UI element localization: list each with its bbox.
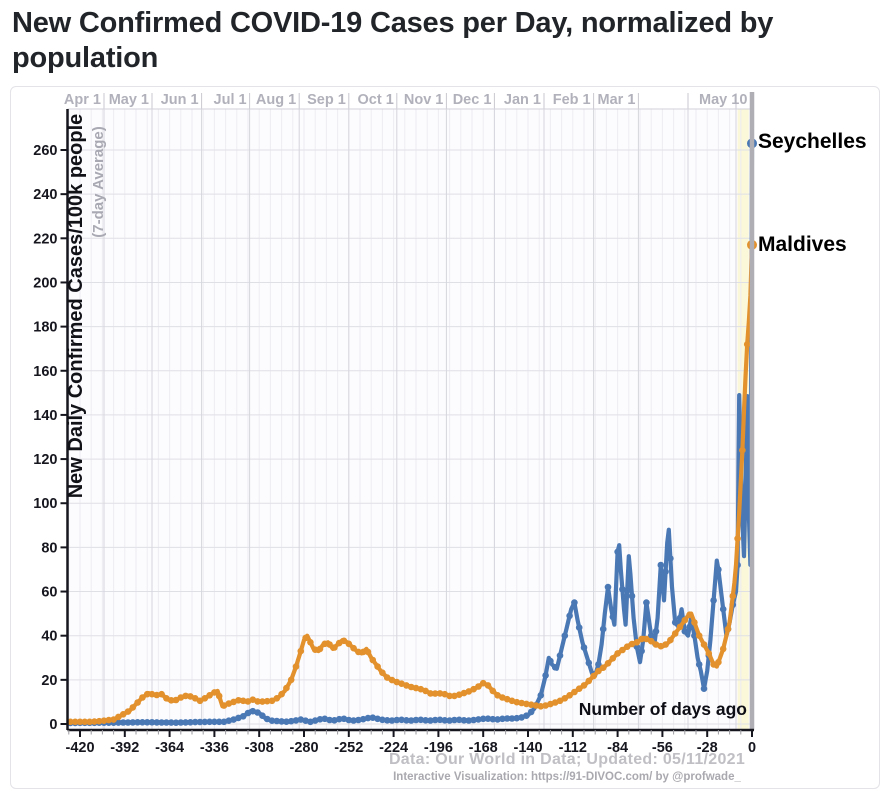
svg-text:260: 260 [33,143,57,159]
svg-text:160: 160 [33,363,57,379]
svg-text:-280: -280 [289,740,318,756]
svg-text:100: 100 [33,496,57,512]
svg-text:120: 120 [33,452,57,468]
svg-text:-336: -336 [200,740,229,756]
svg-text:May 10: May 10 [699,92,747,108]
svg-text:-224: -224 [379,740,408,756]
svg-text:20: 20 [41,672,57,688]
svg-text:Sep 1: Sep 1 [307,92,346,108]
svg-text:May 1: May 1 [109,92,149,108]
series-maldives [66,239,757,725]
svg-text:40: 40 [41,628,57,644]
svg-text:140: 140 [33,408,57,424]
svg-text:-56: -56 [652,740,673,756]
svg-text:-252: -252 [334,740,363,756]
svg-text:Mar 1: Mar 1 [598,92,636,108]
svg-text:-168: -168 [469,740,498,756]
svg-text:Jun 1: Jun 1 [161,92,199,108]
visualization-credit: Interactive Visualization: https://91-DI… [393,770,741,783]
svg-text:-420: -420 [65,740,94,756]
y-axis-subtitle: (7-day Average) [90,125,107,238]
svg-text:0: 0 [49,717,57,733]
svg-text:80: 80 [41,540,57,556]
svg-text:-28: -28 [697,740,718,756]
page-title: New Confirmed COVID-19 Cases per Day, no… [12,7,774,74]
svg-text:0: 0 [748,740,756,756]
svg-text:-140: -140 [513,740,542,756]
svg-text:-196: -196 [424,740,453,756]
svg-text:Oct 1: Oct 1 [358,92,394,108]
svg-text:Apr 1: Apr 1 [64,92,101,108]
data-source-note: Data: Our World in Data; Updated: 05/11/… [388,750,746,768]
svg-text:-392: -392 [110,740,139,756]
x-axis-label: Number of days ago [578,698,747,719]
svg-text:-112: -112 [559,740,587,756]
svg-text:Feb 1: Feb 1 [553,92,591,108]
svg-text:180: 180 [33,319,57,335]
chart-card: Apr 1 May 1 Jun 1 Jul 1 Aug 1 Sep 1 Oct 1 Nov 1… [10,85,880,789]
svg-text:-364: -364 [155,740,184,756]
svg-text:200: 200 [33,275,57,291]
svg-text:Dec 1: Dec 1 [453,92,492,108]
series-label-seychelles: Seychelles [758,129,867,153]
svg-text:Jul 1: Jul 1 [214,92,247,108]
svg-text:Jan 1: Jan 1 [504,92,541,108]
svg-text:-84: -84 [607,740,628,756]
svg-text:240: 240 [33,187,57,203]
y-axis-title: New Daily Confirmed Cases/100k people [65,113,87,498]
svg-text:Nov 1: Nov 1 [404,92,444,108]
svg-text:60: 60 [41,584,57,600]
chart-plot[interactable]: Apr 1 May 1 Jun 1 Jul 1 Aug 1 Sep 1 Oct 1 Nov 1… [11,87,879,788]
svg-text:-308: -308 [245,740,274,756]
series-label-maldives: Maldives [758,232,847,256]
svg-text:220: 220 [33,231,57,247]
svg-text:Aug 1: Aug 1 [256,92,296,108]
